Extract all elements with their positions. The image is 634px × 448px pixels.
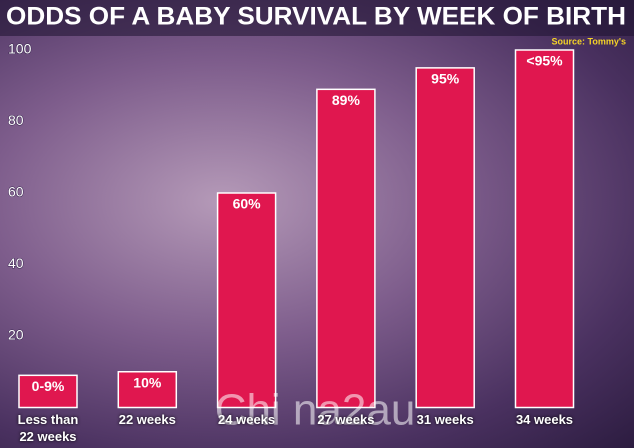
bar [316, 88, 376, 409]
y-tick-label: 40 [8, 255, 24, 271]
value-label: 89% [332, 92, 361, 108]
value-label: <95% [526, 53, 563, 69]
value-label: 60% [233, 196, 262, 212]
x-tick-label: 31 weeks [416, 412, 474, 427]
value-label: 0-9% [32, 378, 65, 394]
value-label: 95% [431, 71, 460, 87]
y-tick-label: 60 [8, 184, 24, 200]
x-tick-label: Less than 22 weeks [17, 412, 79, 444]
bar [216, 192, 277, 409]
y-tick-label: 100 [8, 41, 32, 57]
bar [415, 67, 475, 409]
chart-title: ODDS OF A BABY SURVIVAL BY WEEK OF BIRTH [6, 3, 626, 31]
source: Source: Tommy's [552, 36, 627, 46]
x-tick-label: 22 weeks [118, 412, 176, 427]
y-tick-label: 20 [8, 327, 24, 343]
x-tick-label: 34 weeks [515, 412, 574, 427]
bar [117, 371, 178, 409]
y-tick-label: 80 [8, 112, 24, 128]
x-tick-label: 24 weeks [218, 412, 276, 427]
title-band [0, 0, 634, 36]
bar [514, 49, 575, 409]
watermark: Chi na2au [215, 386, 416, 435]
x-tick-label: 27 weeks [317, 412, 375, 427]
bar [18, 374, 78, 409]
value-label: 10% [133, 374, 162, 390]
